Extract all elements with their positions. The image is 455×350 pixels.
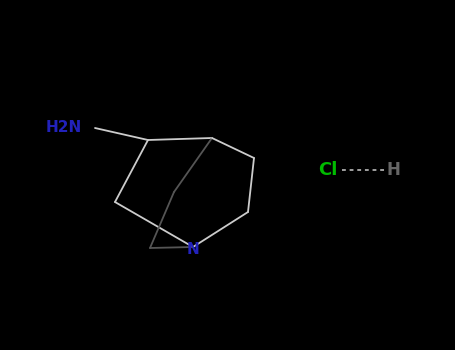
Text: Cl: Cl — [318, 161, 338, 179]
Text: H2N: H2N — [46, 119, 82, 134]
Text: N: N — [187, 241, 199, 257]
Text: H: H — [386, 161, 400, 179]
